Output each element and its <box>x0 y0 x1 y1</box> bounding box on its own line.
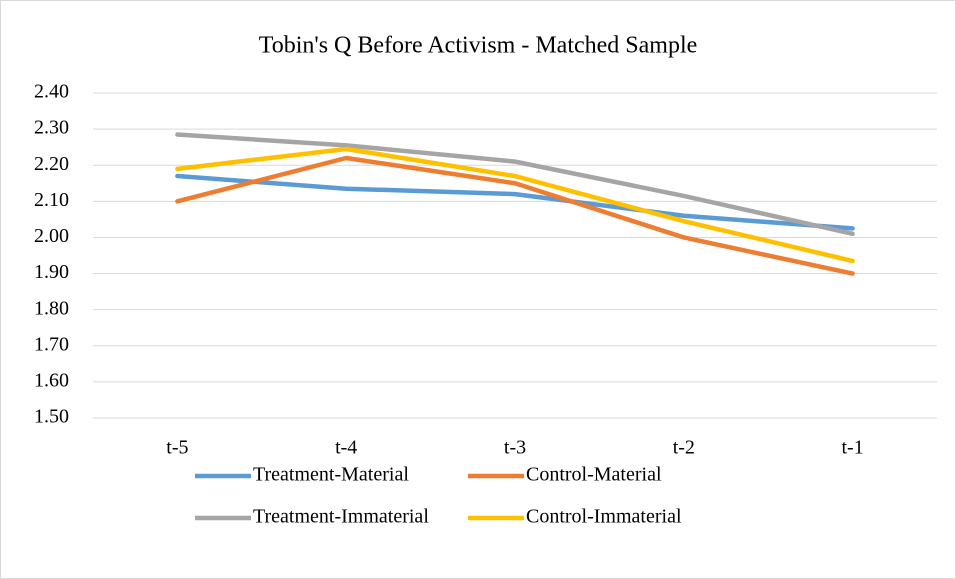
y-tick-label: 2.20 <box>34 153 69 175</box>
x-tick-label: t-3 <box>504 437 526 459</box>
y-tick-label: 1.60 <box>34 369 69 391</box>
series-line <box>175 173 855 231</box>
y-tick-label: 2.00 <box>34 225 69 247</box>
series-line <box>175 155 855 276</box>
series-line <box>175 132 855 237</box>
y-tick-label: 1.70 <box>34 333 69 355</box>
y-tick-label: 1.90 <box>34 261 69 283</box>
legend-label: Treatment-Material <box>253 464 409 486</box>
legend-label: Control-Material <box>526 464 662 486</box>
x-tick-label: t-1 <box>841 437 863 459</box>
x-tick-label: t-5 <box>166 437 188 459</box>
y-tick-label: 2.10 <box>34 189 69 211</box>
y-tick-label: 2.30 <box>34 117 69 139</box>
legend-label: Treatment-Immaterial <box>253 506 429 528</box>
y-tick-label: 2.40 <box>34 81 69 103</box>
legend-label: Control-Immaterial <box>526 506 682 528</box>
chart-title: Tobin's Q Before Activism - Matched Samp… <box>259 33 698 59</box>
y-tick-label: 1.50 <box>34 406 69 428</box>
x-tick-label: t-2 <box>673 437 695 459</box>
x-tick-label: t-4 <box>335 437 357 459</box>
y-tick-label: 1.80 <box>34 297 69 319</box>
series-line <box>175 146 855 264</box>
